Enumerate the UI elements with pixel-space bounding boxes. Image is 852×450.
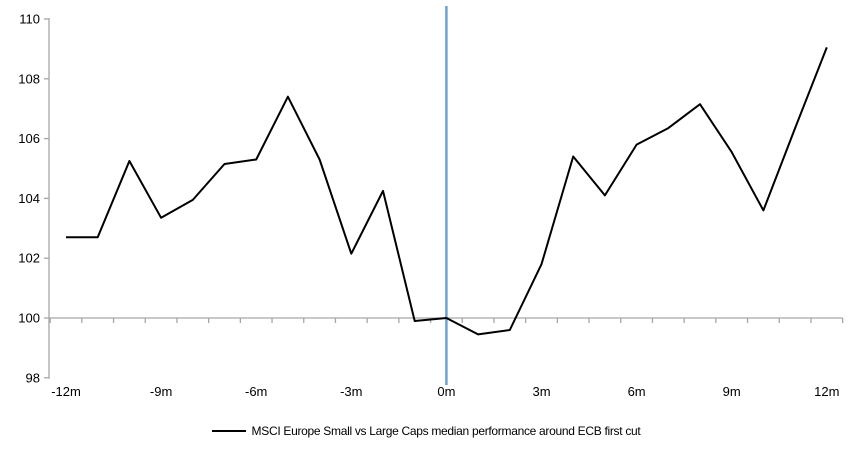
legend-series-label: MSCI Europe Small vs Large Caps median p…: [251, 424, 641, 438]
y-tick-label: 98: [26, 370, 40, 385]
y-tick-label: 108: [18, 71, 40, 86]
series-line: [66, 47, 828, 336]
x-tick-label: 3m: [532, 384, 550, 399]
legend-line-swatch: [211, 430, 246, 432]
x-tick-label: 12m: [814, 384, 839, 399]
y-tick-label: 106: [18, 131, 40, 146]
chart-legend: MSCI Europe Small vs Large Caps median p…: [0, 422, 852, 440]
y-tick-label: 110: [19, 12, 40, 27]
y-tick-label: 104: [18, 191, 40, 206]
x-tick-label: 6m: [628, 384, 646, 399]
x-tick-label: 9m: [723, 384, 741, 399]
y-tick-label: 102: [18, 251, 40, 266]
x-tick-label: 0m: [437, 384, 455, 399]
x-tick-label: -3m: [340, 384, 362, 399]
y-tick-label: 100: [18, 311, 40, 326]
x-tick-label: -12m: [51, 384, 81, 399]
x-tick-label: -6m: [245, 384, 267, 399]
x-tick-label: -9m: [150, 384, 172, 399]
